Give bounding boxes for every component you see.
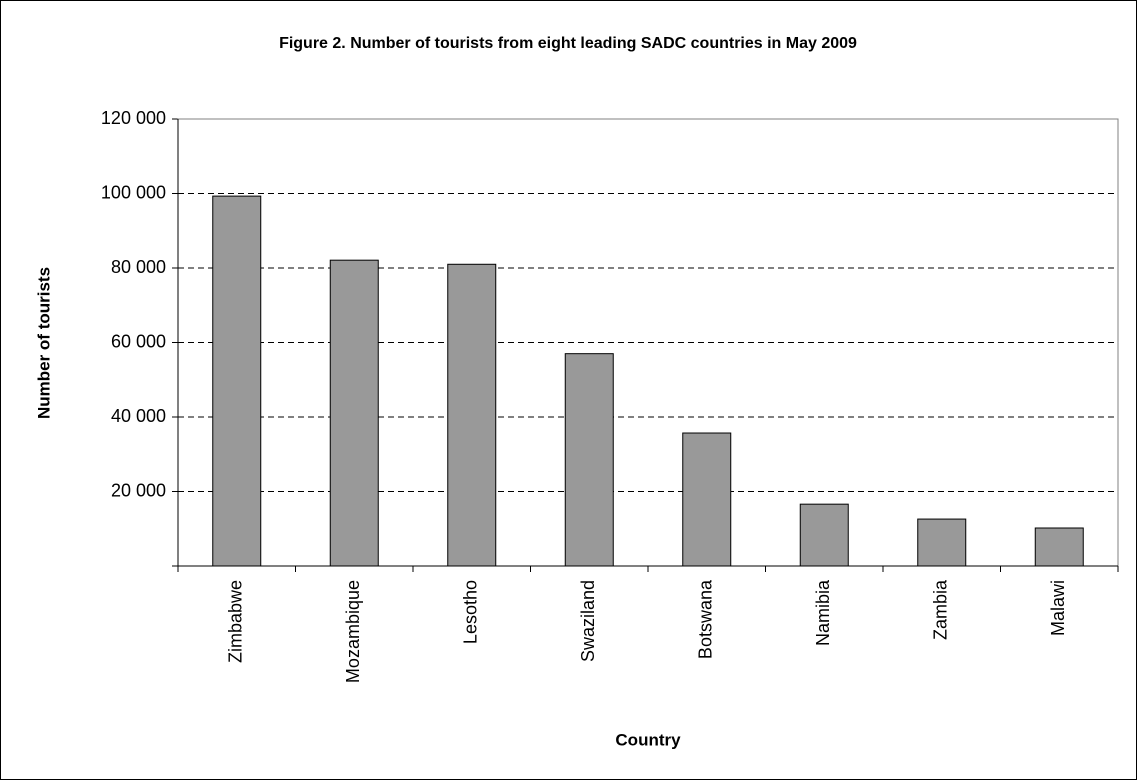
x-tick-label: Malawi: [1048, 580, 1068, 636]
bar: [917, 518, 967, 567]
chart-title: Figure 2. Number of tourists from eight …: [279, 35, 857, 52]
x-axis-label: Country: [615, 730, 681, 749]
bar: [212, 195, 262, 567]
bar: [329, 259, 379, 567]
bar: [799, 503, 849, 567]
y-tick-label: 40 000: [111, 406, 166, 426]
bar: [1034, 527, 1084, 567]
x-tick-label: Mozambique: [343, 580, 363, 683]
y-tick-label: 100 000: [101, 182, 166, 202]
bar: [564, 353, 614, 567]
x-tick-label: Swaziland: [578, 580, 598, 662]
y-tick-label: 80 000: [111, 257, 166, 277]
x-tick-label: Botswana: [696, 579, 716, 659]
y-tick-label: 120 000: [101, 108, 166, 128]
x-tick-label: Zambia: [931, 579, 951, 640]
x-tick-label: Namibia: [813, 579, 833, 646]
bar: [682, 432, 732, 567]
y-axis-label: Number of tourists: [34, 267, 53, 419]
x-tick-label: Zimbabwe: [226, 580, 246, 663]
y-tick-label: 60 000: [111, 331, 166, 351]
y-tick-label: 20 000: [111, 480, 166, 500]
x-tick-label: Lesotho: [461, 580, 481, 644]
bar: [447, 263, 497, 567]
